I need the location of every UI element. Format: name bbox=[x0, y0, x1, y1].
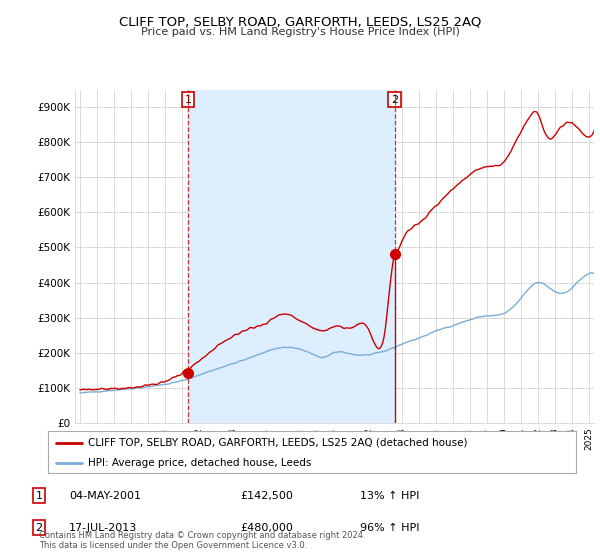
Text: £142,500: £142,500 bbox=[240, 491, 293, 501]
Text: 17-JUL-2013: 17-JUL-2013 bbox=[69, 522, 137, 533]
Bar bbox=[188, 90, 395, 423]
Text: 1: 1 bbox=[185, 95, 191, 105]
Text: HPI: Average price, detached house, Leeds: HPI: Average price, detached house, Leed… bbox=[88, 458, 311, 468]
Text: CLIFF TOP, SELBY ROAD, GARFORTH, LEEDS, LS25 2AQ (detached house): CLIFF TOP, SELBY ROAD, GARFORTH, LEEDS, … bbox=[88, 438, 467, 448]
Text: 13% ↑ HPI: 13% ↑ HPI bbox=[360, 491, 419, 501]
Text: 2: 2 bbox=[35, 522, 43, 533]
Text: £480,000: £480,000 bbox=[240, 522, 293, 533]
Text: 96% ↑ HPI: 96% ↑ HPI bbox=[360, 522, 419, 533]
Text: Price paid vs. HM Land Registry's House Price Index (HPI): Price paid vs. HM Land Registry's House … bbox=[140, 27, 460, 37]
Text: CLIFF TOP, SELBY ROAD, GARFORTH, LEEDS, LS25 2AQ: CLIFF TOP, SELBY ROAD, GARFORTH, LEEDS, … bbox=[119, 16, 481, 29]
Text: 1: 1 bbox=[35, 491, 43, 501]
Text: 2: 2 bbox=[391, 95, 398, 105]
Text: Contains HM Land Registry data © Crown copyright and database right 2024.
This d: Contains HM Land Registry data © Crown c… bbox=[39, 530, 365, 550]
Text: 04-MAY-2001: 04-MAY-2001 bbox=[69, 491, 141, 501]
